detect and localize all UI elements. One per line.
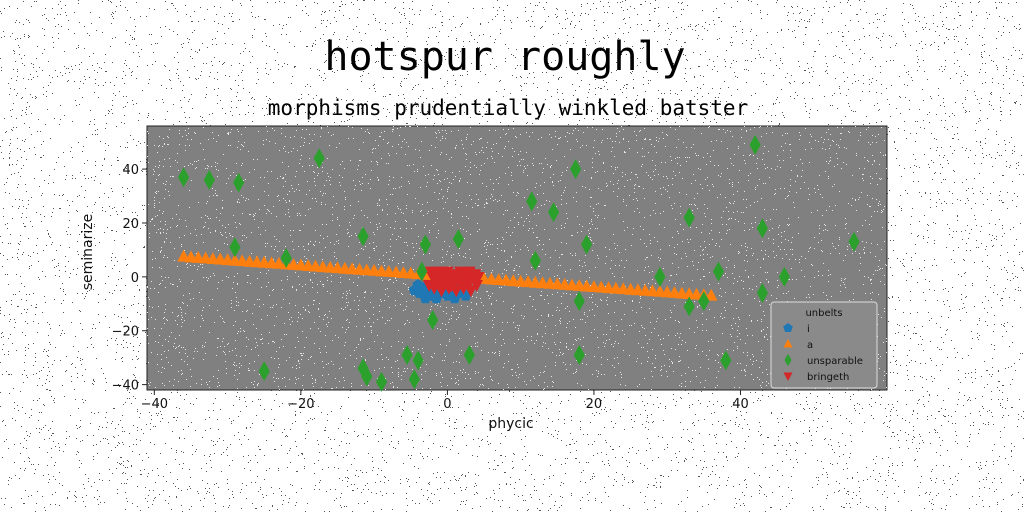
data-point-unsparable [529, 250, 541, 271]
data-point-unsparable [375, 371, 388, 392]
data-point-unsparable [361, 366, 373, 387]
data-point-unsparable [313, 148, 325, 169]
data-point-bringeth [445, 280, 459, 292]
legend-marker-a [783, 339, 793, 348]
data-point-unsparable [756, 283, 768, 303]
legend-label-bringeth: bringeth [807, 372, 849, 383]
data-point-unsparable [357, 226, 369, 247]
data-point-unsparable [683, 207, 695, 228]
data-point-unsparable [848, 231, 860, 252]
data-point-unsparable [203, 169, 215, 190]
chart-subtitle: morphisms prudentially winkled batster [268, 96, 748, 120]
legend-label-i: i [807, 324, 810, 335]
y-tick-label: −20 [112, 325, 139, 340]
data-point-unsparable [698, 291, 710, 312]
data-point-unsparable [229, 237, 241, 258]
plot-speckle [147, 126, 887, 390]
data-point-bringeth [464, 285, 478, 298]
data-point-unsparable [258, 361, 270, 382]
legend-box [770, 301, 878, 389]
chart-title: hotspur roughly [324, 34, 685, 80]
y-tick-label: 0 [131, 271, 139, 286]
data-point-unsparable [749, 134, 761, 155]
legend-marker-bringeth [783, 372, 793, 381]
data-point-unsparable [408, 369, 420, 390]
data-point-bringeth [458, 277, 472, 290]
data-point-i [412, 278, 424, 290]
data-point-unsparable [233, 172, 245, 193]
data-point-unsparable [280, 248, 292, 268]
series-bringeth [422, 266, 485, 298]
data-point-unsparable [526, 191, 538, 212]
data-point-unsparable [357, 358, 369, 379]
legend-marker-i [783, 323, 793, 332]
data-point-bringeth [454, 266, 467, 279]
plot-area [146, 125, 888, 392]
data-point-bringeth [425, 266, 438, 279]
x-tick-label: −20 [287, 397, 314, 412]
data-point-unsparable [416, 261, 428, 282]
data-point-bringeth [470, 280, 483, 292]
data-point-unsparable [548, 202, 560, 223]
data-point-unsparable [401, 345, 413, 365]
data-point-bringeth [471, 272, 485, 284]
x-tick-label: −40 [141, 397, 168, 412]
data-point-i [419, 292, 432, 304]
y-axis-label: seminarize [80, 214, 96, 291]
legend-title: unbelts [805, 308, 842, 319]
data-point-unsparable [463, 345, 475, 365]
y-tick-label: 40 [122, 163, 139, 178]
x-axis-ticks: −40 −20 0 20 40 [141, 390, 749, 412]
legend-label-a: a [807, 340, 813, 351]
x-tick-label: 20 [586, 397, 603, 412]
legend-label-unsparable: unsparable [807, 356, 863, 367]
data-point-unsparable [419, 234, 431, 255]
legend: unbelts ia unsparable bringeth [770, 301, 878, 389]
data-point-unsparable [178, 167, 190, 188]
legend-marker-unsparable [784, 353, 792, 367]
data-point-bringeth [447, 272, 460, 284]
data-point-unsparable [412, 350, 424, 371]
data-point-unsparable [756, 218, 768, 239]
y-tick-label: −40 [112, 379, 139, 394]
data-point-unsparable [712, 261, 725, 282]
data-point-unsparable [570, 159, 582, 180]
data-point-a [704, 288, 718, 301]
data-point-unsparable [573, 345, 585, 365]
data-point-bringeth [432, 280, 445, 292]
data-point-unsparable [573, 291, 585, 312]
data-point-unsparable [427, 310, 439, 330]
y-tick-label: 20 [122, 217, 139, 232]
data-point-unsparable [778, 266, 790, 287]
x-axis-label: phycic [488, 416, 533, 432]
data-point-unsparable [452, 229, 464, 250]
data-point-unsparable [581, 234, 593, 255]
data-point-unsparable [720, 350, 732, 371]
x-tick-label: 0 [443, 397, 451, 412]
x-tick-label: 40 [732, 397, 749, 412]
data-point-unsparable [654, 266, 666, 287]
data-point-unsparable [683, 296, 695, 317]
y-axis-ticks: −40 −20 0 20 40 [112, 163, 147, 394]
